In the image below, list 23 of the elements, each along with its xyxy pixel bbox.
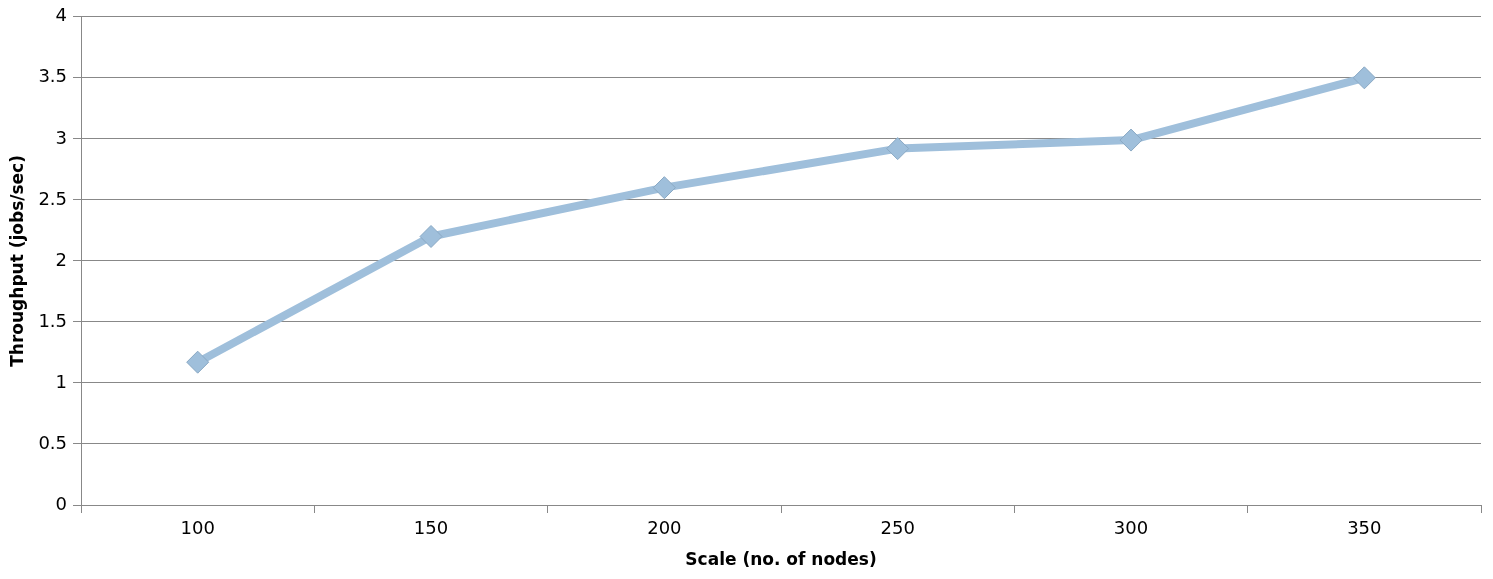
y-tick-label: 1 xyxy=(55,370,68,392)
y-axis-title: Throughput (jobs/sec) xyxy=(6,155,27,367)
y-tick-label: 0.5 xyxy=(38,431,68,453)
x-axis-title: Scale (no. of nodes) xyxy=(685,549,877,570)
x-tick-label: 100 xyxy=(180,517,215,539)
y-tick-label: 0 xyxy=(55,492,68,514)
x-tick-label: 250 xyxy=(880,517,915,539)
point xyxy=(1119,128,1143,152)
y-tick-label: 3.5 xyxy=(38,65,68,87)
y-tick-label: 4 xyxy=(55,4,68,26)
point xyxy=(419,224,443,248)
point xyxy=(886,137,910,161)
y-tick-label: 2.5 xyxy=(38,187,68,209)
point xyxy=(1352,66,1376,90)
x-tick-label: 150 xyxy=(413,517,449,539)
y-tick-label: 2 xyxy=(55,248,68,270)
point xyxy=(186,350,210,374)
y-tick-label: 3 xyxy=(55,126,68,148)
y-tick-label: 1.5 xyxy=(38,309,68,331)
x-tick-label: 350 xyxy=(1347,517,1382,539)
point xyxy=(652,176,676,200)
x-tick-label: 200 xyxy=(647,517,682,539)
x-tick-label: 300 xyxy=(1113,517,1149,539)
